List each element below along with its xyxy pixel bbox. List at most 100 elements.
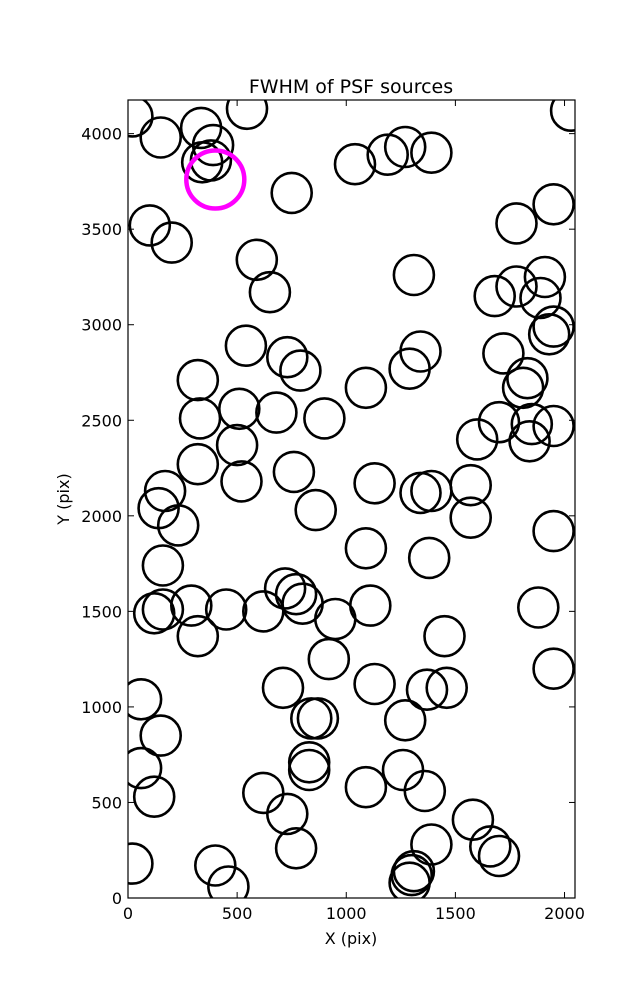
source-circle: [224, 324, 268, 368]
source-circle: [296, 697, 340, 740]
source-circle: [287, 740, 331, 784]
source-circle: [241, 771, 285, 815]
x-tick-label: 1000: [326, 904, 367, 923]
source-circle: [132, 591, 176, 635]
source-circle: [303, 397, 346, 440]
source-circle: [241, 590, 285, 633]
source-circle: [477, 834, 521, 878]
y-axis-label: Y (pix): [54, 473, 73, 525]
source-circle: [294, 488, 338, 532]
source-circle: [235, 238, 279, 282]
source-circle: [218, 387, 261, 431]
source-circle: [128, 204, 172, 247]
y-tick-label: 4000: [81, 125, 122, 144]
source-circle: [506, 356, 549, 400]
source-circle: [139, 116, 182, 159]
source-circle: [410, 469, 453, 513]
source-circle: [344, 526, 388, 570]
source-circle: [248, 270, 292, 314]
source-circle: [128, 678, 163, 721]
source-circle: [270, 171, 314, 215]
source-circle: [333, 142, 377, 186]
source-circle: [204, 588, 248, 631]
source-circle: [495, 202, 538, 245]
source-circle: [423, 614, 466, 658]
chart-title: FWHM of PSF sources: [249, 76, 453, 98]
source-circle: [532, 509, 575, 553]
y-tick-label: 3000: [81, 316, 122, 335]
source-circle: [261, 666, 305, 710]
source-circle: [516, 586, 560, 629]
source-circle: [532, 647, 575, 691]
source-circle: [170, 584, 213, 627]
axis-ticks: 0 500 1000 1500 2000 0 500 1000 1500 2000 2500 3000…: [81, 100, 585, 923]
source-circle: [501, 366, 545, 410]
source-circle: [176, 614, 220, 658]
source-circle: [141, 588, 185, 631]
source-circle: [510, 402, 554, 446]
highlight-circle: [184, 148, 247, 211]
source-circle: [128, 746, 163, 790]
source-circle: [307, 637, 351, 681]
source-circle: [407, 536, 451, 580]
source-circle: [482, 332, 525, 375]
source-circle: [549, 100, 575, 132]
source-circle: [403, 769, 447, 813]
plot-marks: [128, 100, 575, 898]
source-circle: [383, 125, 427, 169]
source-circle: [532, 183, 575, 226]
source-circle: [194, 844, 237, 887]
source-circle: [388, 861, 431, 898]
source-circle: [128, 100, 154, 138]
source-circle: [508, 419, 551, 463]
source-circle: [449, 496, 493, 540]
source-circle: [156, 504, 200, 547]
source-circle: [405, 668, 449, 712]
source-circle: [353, 461, 396, 505]
source-circle: [139, 714, 182, 757]
source-circle: [225, 100, 269, 131]
source-circle: [178, 397, 222, 440]
source-circle: [141, 544, 185, 587]
x-tick-label: 1500: [435, 904, 476, 923]
plot-frame: [127, 99, 576, 899]
y-tick-label: 3500: [81, 220, 122, 239]
source-circle: [220, 460, 263, 503]
source-circle: [383, 698, 427, 742]
source-circle: [274, 826, 318, 870]
source-circle: [348, 584, 392, 627]
source-circle: [255, 391, 298, 434]
source-circle: [473, 274, 517, 318]
y-tick-label: 0: [112, 889, 122, 908]
source-circle: [449, 463, 493, 507]
source-circle: [392, 253, 436, 297]
source-circle: [410, 823, 453, 866]
source-circle: [532, 305, 575, 348]
source-circle: [468, 825, 512, 868]
source-circle: [265, 792, 309, 836]
y-tick-label: 1500: [81, 602, 122, 621]
source-circle: [425, 666, 469, 710]
source-circle: [344, 765, 388, 809]
source-circle: [207, 865, 250, 898]
x-tick-label: 0: [123, 904, 133, 923]
source-circle: [344, 366, 388, 410]
source-circle: [287, 748, 331, 792]
source-circle: [265, 335, 309, 379]
source-circle: [353, 662, 396, 706]
source-circle: [215, 423, 259, 467]
source-circle: [176, 442, 220, 486]
source-circle: [176, 358, 220, 402]
source-circle: [390, 853, 434, 897]
source-circle: [532, 404, 575, 448]
source-circle: [366, 133, 410, 176]
source-circle: [263, 567, 307, 610]
source-circle: [388, 347, 431, 391]
source-circle: [455, 418, 499, 461]
x-tick-label: 2000: [544, 904, 585, 923]
source-circle: [381, 748, 425, 792]
source-circle: [519, 276, 562, 320]
source-circle: [150, 221, 193, 264]
source-circle: [477, 400, 521, 444]
